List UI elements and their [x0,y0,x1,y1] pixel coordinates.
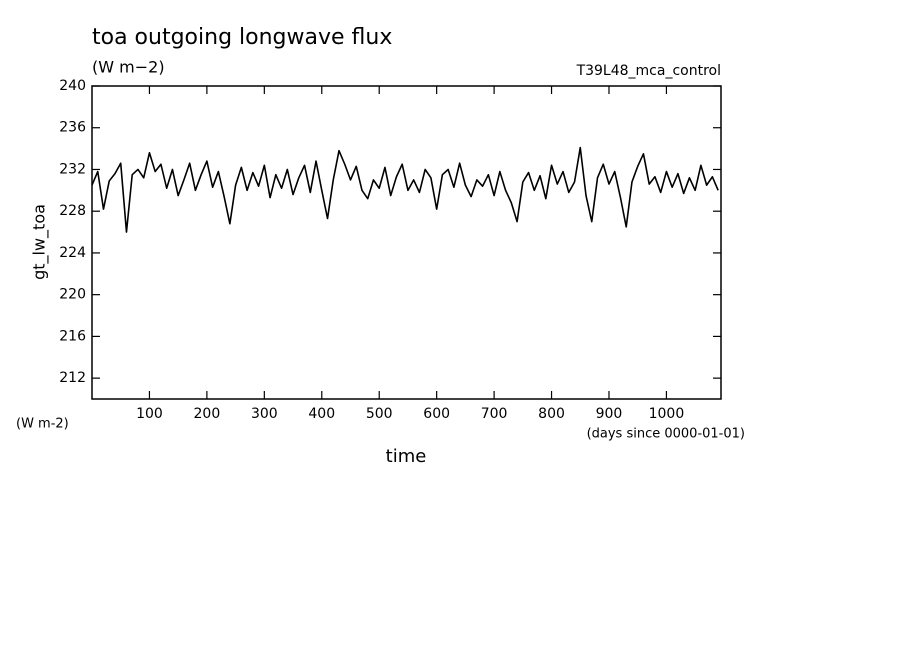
annotation: T39L48_mca_control [576,63,721,79]
y-tick-label: 224 [59,245,86,261]
y-tick-label: 212 [59,370,86,386]
x-tick-label: 100 [136,406,163,422]
x-tick-label: 200 [194,406,221,422]
data-line [91,146,719,233]
y-units: (W m-2) [16,417,69,432]
chart-title: toa outgoing longwave flux [92,25,392,50]
x-tick-label: 400 [308,406,335,422]
x-tick-label: 500 [366,406,393,422]
x-tick-label: 1000 [649,406,685,422]
x-tick-label: 300 [251,406,278,422]
y-tick-label: 220 [59,287,86,303]
x-tick-label: 600 [423,406,450,422]
y-tick-label: 216 [59,328,86,344]
x-tick-label: 800 [538,406,565,422]
x-tick-label: 700 [481,406,508,422]
y-tick-label: 240 [59,78,86,94]
x-tick-label: 900 [596,406,623,422]
chart-subtitle: (W m−2) [92,58,165,77]
y-tick-label: 236 [59,120,86,136]
y-tick-label: 228 [59,203,86,219]
y-axis-label: gt_lw_toa [30,204,50,280]
y-tick-label: 232 [59,161,86,177]
plot-frame [91,85,722,400]
x-units: (days since 0000-01-01) [587,427,745,442]
x-axis-label: time [386,446,427,467]
